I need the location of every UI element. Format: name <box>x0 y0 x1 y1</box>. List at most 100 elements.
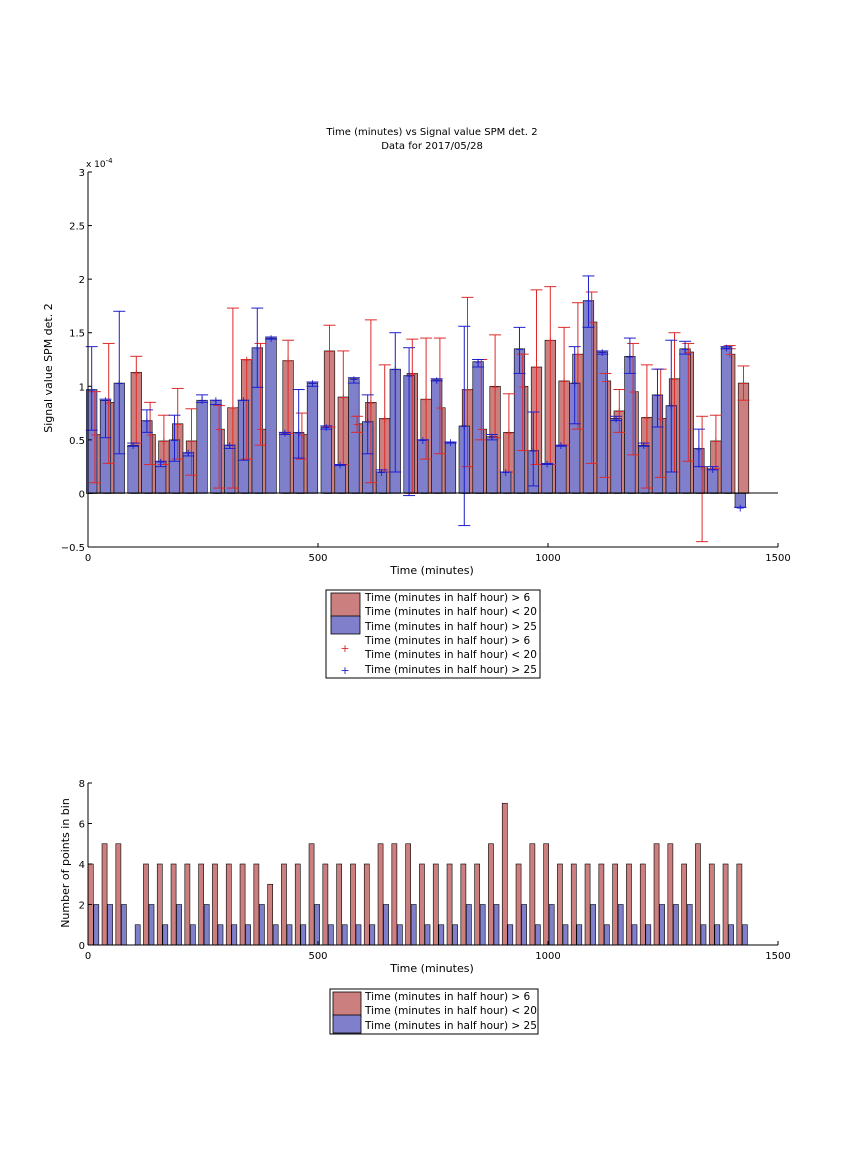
bottom-bar-blue <box>617 904 624 946</box>
bottom-bar-blue <box>645 924 652 946</box>
top-bar-blue <box>444 441 457 494</box>
top-bar-blue <box>486 436 498 494</box>
top-marker-red: + <box>739 377 748 390</box>
top-marker-red: + <box>463 384 472 397</box>
bottom-chart-legend: Time (minutes in half hour) > 6 Time (mi… <box>329 988 539 1035</box>
top-chart-y-tick-label: 3 <box>79 168 85 179</box>
top-error-bar-red <box>254 342 267 446</box>
bottom-bar-red <box>501 802 508 946</box>
top-legend-entry-2: Time (minutes in half hour) < 20 <box>364 606 537 618</box>
top-error-bar-red <box>226 307 239 489</box>
bottom-bar-blue <box>148 904 155 946</box>
top-bar-blue <box>555 444 567 494</box>
top-chart-y-tick-label: 2 <box>79 275 85 286</box>
bottom-bar-red <box>405 843 411 946</box>
bottom-bar-blue <box>521 904 527 946</box>
top-marker-red: + <box>587 316 596 329</box>
top-marker-red: + <box>670 373 679 386</box>
top-marker-blue: + <box>625 350 634 363</box>
bottom-bar-blue <box>190 924 196 946</box>
top-error-bar-red <box>323 324 336 428</box>
top-legend-blue-swatch <box>330 615 361 635</box>
bottom-bar-red <box>281 863 287 946</box>
top-marker-blue: + <box>487 431 496 444</box>
top-legend-box <box>325 589 541 679</box>
bottom-bar-red <box>115 843 122 946</box>
bottom-bar-red <box>653 843 660 946</box>
top-bar-blue <box>720 347 733 494</box>
top-chart-x-tick-label: 1000 <box>535 553 560 564</box>
bottom-bar-red <box>101 843 108 946</box>
top-error-bar-red <box>709 414 722 470</box>
bottom-chart-y-tick-label: 2 <box>79 901 85 912</box>
bottom-bar-blue <box>231 924 238 946</box>
bottom-bar-red <box>695 843 701 946</box>
top-marker-red: + <box>408 367 417 380</box>
top-marker-blue: + <box>694 442 703 455</box>
bottom-bar-blue <box>686 904 693 946</box>
bottom-bar-blue <box>673 904 679 946</box>
top-marker-blue: + <box>598 346 607 359</box>
bottom-bar-blue <box>383 904 389 946</box>
top-marker-blue: + <box>225 439 234 452</box>
top-error-bar-red <box>489 334 502 439</box>
bottom-legend-red-swatch <box>332 991 362 1018</box>
top-error-bar-blue <box>223 444 236 449</box>
bottom-bar-red <box>322 863 329 946</box>
top-marker-red: + <box>656 412 665 425</box>
top-error-bar-red <box>213 405 226 489</box>
top-marker-blue: + <box>156 455 165 468</box>
bottom-chart-y-tick-label: 4 <box>79 860 85 871</box>
bottom-bar-red <box>460 863 467 946</box>
top-error-bar-blue <box>265 336 278 340</box>
bottom-chart-x-tick-label: 1000 <box>535 951 560 962</box>
bottom-bar-blue <box>452 924 458 946</box>
top-marker-blue: + <box>115 377 124 390</box>
bottom-bar-blue <box>493 904 500 946</box>
top-marker-blue: + <box>460 420 469 433</box>
top-legend-entry-5: Time (minutes in half hour) < 20 <box>364 649 537 661</box>
top-marker-blue: + <box>308 377 317 390</box>
top-chart-y-exponent-base: x 10 <box>86 160 106 170</box>
top-marker-red: + <box>283 355 292 368</box>
bottom-legend-entry-1: Time (minutes in half hour) > 6 <box>364 991 531 1003</box>
top-error-bar-blue <box>361 394 374 455</box>
top-error-bar-blue <box>292 389 305 459</box>
top-marker-blue: + <box>391 363 400 376</box>
bottom-chart-xlabel: Time (minutes) <box>389 962 474 975</box>
bottom-bar-blue <box>203 904 210 946</box>
top-error-bar-blue <box>320 425 333 430</box>
top-marker-blue: + <box>377 466 386 479</box>
top-legend-entry-6: Time (minutes in half hour) > 25 <box>364 664 537 676</box>
bottom-bar-blue <box>535 924 541 946</box>
top-marker-blue: + <box>87 384 96 397</box>
top-error-bar-blue <box>665 339 678 473</box>
top-marker-red: + <box>173 418 182 431</box>
top-marker-blue: + <box>101 394 110 407</box>
bottom-legend-box <box>329 988 539 1035</box>
bottom-chart-y-tick-label: 8 <box>79 779 85 790</box>
top-error-bar-red <box>696 415 709 543</box>
top-marker-blue: + <box>322 421 331 434</box>
top-marker-blue: + <box>170 434 179 447</box>
bottom-bar-red <box>170 863 177 946</box>
top-error-bar-blue <box>706 466 719 471</box>
top-error-bar-blue <box>113 310 126 455</box>
top-marker-red: + <box>573 348 582 361</box>
top-error-bar-blue <box>610 415 623 422</box>
bottom-chart-ylabel: Number of points in bin <box>59 798 72 928</box>
top-marker-blue: + <box>335 459 344 472</box>
top-error-bar-blue <box>582 275 595 328</box>
top-marker-blue: + <box>736 501 745 514</box>
top-error-bar-blue <box>485 434 498 441</box>
bottom-bar-blue <box>714 924 721 946</box>
top-error-bar-blue <box>237 399 250 461</box>
bottom-bar-blue <box>479 904 486 946</box>
top-bar-blue <box>196 399 208 494</box>
top-error-bar-blue <box>375 469 388 473</box>
top-marker-blue: + <box>294 426 303 439</box>
top-marker-red: + <box>615 405 624 418</box>
top-marker-red: + <box>366 396 375 409</box>
top-error-bar-blue <box>554 444 567 447</box>
bottom-bar-blue <box>259 904 265 946</box>
